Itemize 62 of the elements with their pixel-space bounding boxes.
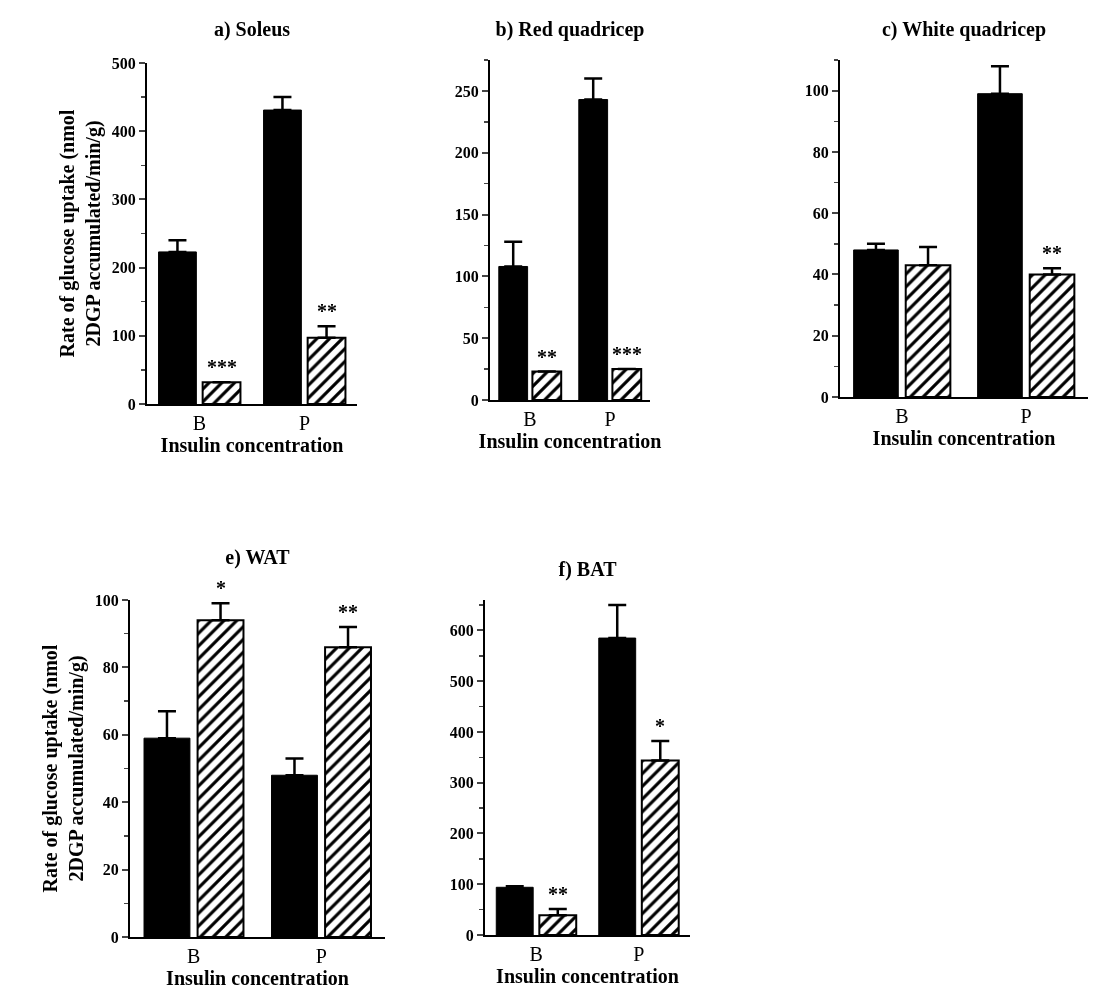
y-tick-label: 0 xyxy=(820,388,829,406)
annotation: * xyxy=(216,577,226,599)
x-axis-title: Insulin concentration xyxy=(166,967,349,989)
chart-title: a) Soleus xyxy=(213,18,291,41)
y-tick-label: 400 xyxy=(449,723,474,741)
y-tick-label: 300 xyxy=(449,774,474,792)
annotation: ** xyxy=(537,346,557,368)
y-tick-label: 400 xyxy=(111,122,136,140)
x-axis-title: Insulin concentration xyxy=(160,434,344,456)
y-tick-label: 200 xyxy=(111,259,136,277)
y-tick-label: 100 xyxy=(94,591,119,609)
y-axis-title: Rate of glucose uptake (nmol 2DGP accumulated/min/g) xyxy=(55,109,105,358)
y-tick-label: 150 xyxy=(454,206,479,224)
x-axis-title: Insulin concentration xyxy=(496,965,679,987)
chart-title: e) WAT xyxy=(225,546,291,569)
chart-title: f) BAT xyxy=(558,558,618,581)
annotation: *** xyxy=(612,343,642,365)
x-axis-title: Insulin concentration xyxy=(872,427,1056,449)
y-tick-label: 100 xyxy=(804,82,829,100)
y-tick-label: 60 xyxy=(812,204,829,222)
annotation: ** xyxy=(548,883,568,905)
y-tick-label: 500 xyxy=(449,672,474,690)
y-tick-label: 20 xyxy=(102,861,119,879)
x-tick-label: B xyxy=(192,412,207,434)
x-tick-label: P xyxy=(315,945,327,967)
y-tick-label: 0 xyxy=(127,395,136,413)
chart-title: b) Red quadricep xyxy=(495,18,645,41)
x-tick-label: B xyxy=(187,945,201,967)
y-tick-label: 600 xyxy=(449,622,474,640)
y-tick-label: 40 xyxy=(102,793,119,811)
annotation: * xyxy=(655,715,665,737)
y-tick-label: 80 xyxy=(102,659,119,676)
chart-title: c) White quadricep xyxy=(881,18,1047,41)
x-tick-label: P xyxy=(604,408,616,430)
annotation: ** xyxy=(317,300,337,322)
y-tick-label: 0 xyxy=(470,391,479,409)
y-tick-label: 200 xyxy=(454,144,479,162)
annotation: *** xyxy=(207,356,237,378)
annotation: ** xyxy=(1042,242,1062,264)
x-tick-label: P xyxy=(1020,405,1032,427)
x-axis-title: Insulin concentration xyxy=(478,430,662,452)
y-tick-label: 300 xyxy=(111,191,136,208)
y-tick-label: 80 xyxy=(812,143,829,161)
annotation: ** xyxy=(338,601,358,623)
y-tick-label: 250 xyxy=(454,82,479,100)
y-tick-label: 20 xyxy=(812,327,829,345)
y-tick-label: 0 xyxy=(110,928,119,946)
x-tick-label: B xyxy=(895,405,909,427)
y-tick-label: 60 xyxy=(102,726,119,744)
y-axis-title: Rate of glucose uptake (nmol 2DGP accumulated/min/g) xyxy=(38,644,88,893)
y-tick-label: 100 xyxy=(449,875,474,893)
y-tick-label: 100 xyxy=(111,327,136,345)
x-tick-label: B xyxy=(523,408,537,430)
y-tick-label: 40 xyxy=(812,266,829,284)
y-tick-label: 200 xyxy=(449,825,474,843)
x-tick-label: B xyxy=(529,943,543,965)
x-tick-label: P xyxy=(633,943,645,965)
y-tick-label: 100 xyxy=(454,267,479,285)
x-tick-label: P xyxy=(298,412,311,434)
y-tick-label: 50 xyxy=(462,329,479,347)
y-tick-label: 500 xyxy=(111,54,136,72)
y-tick-label: 0 xyxy=(465,926,474,944)
